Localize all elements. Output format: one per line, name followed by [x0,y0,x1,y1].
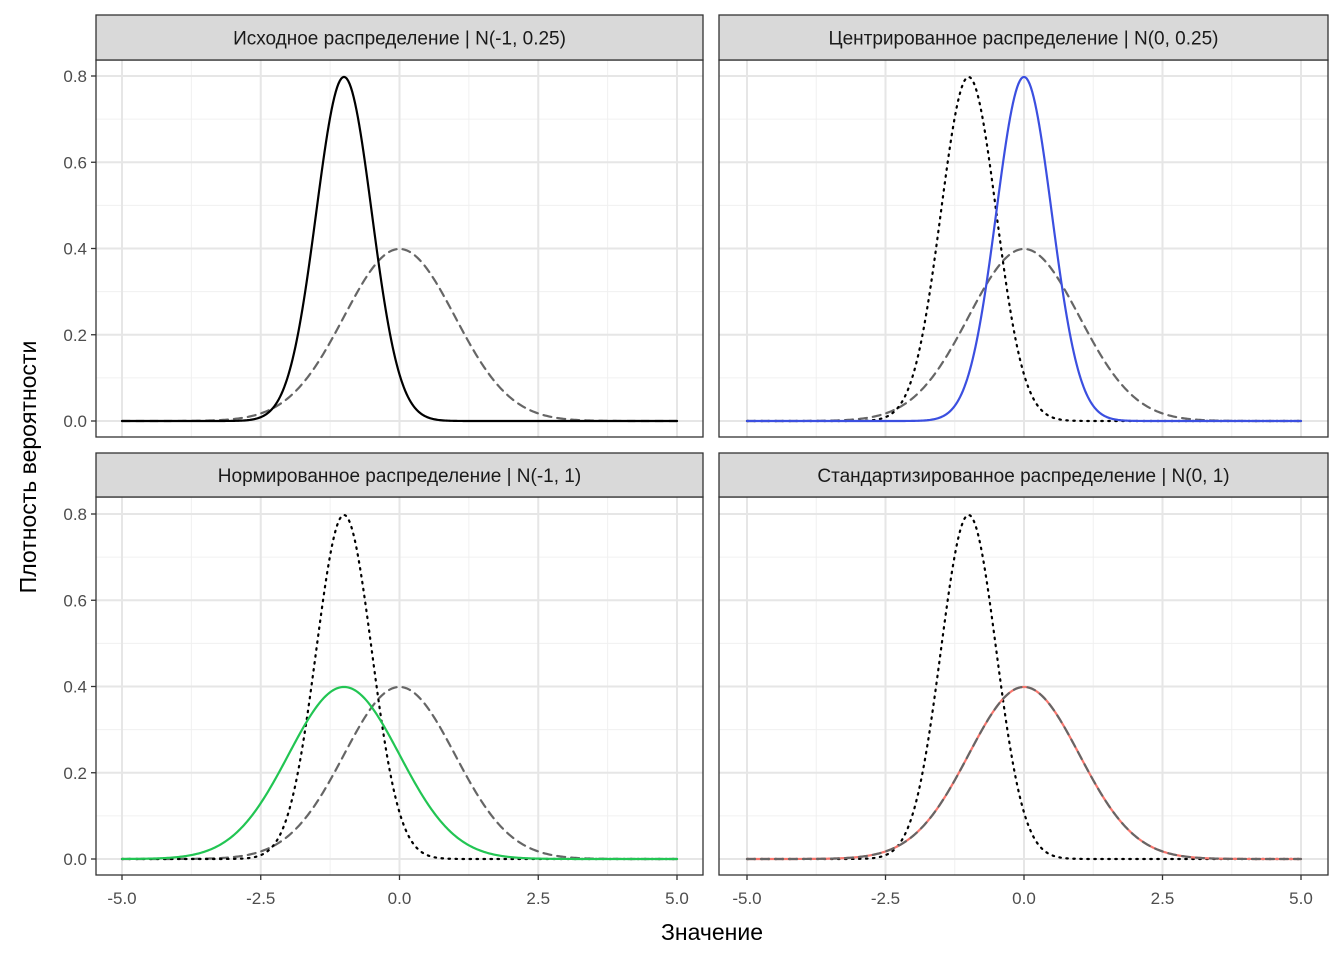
facet-panel: N(0, 1) referenceN(-1, 0.25)Исходное рас… [63,14,704,438]
y-tick-label: 0.6 [63,591,87,610]
facet-panel: N(0, 1) referenceN(-1, 0.25) originalN(-… [63,452,704,908]
x-tick-label: -2.5 [871,889,900,908]
facet-strip-label: Центрированное распределение | N(0, 0.25… [829,29,1219,50]
y-tick-label: 0.0 [63,850,87,869]
y-tick-label: 0.2 [63,764,87,783]
density-curve-dashed: N(0, 1) reference [745,685,1303,861]
facet-strip [718,452,1329,498]
density-curve-dotted: N(-1, 0.25) original [120,513,679,861]
facet-strip-label: Исходное распределение | N(-1, 0.25) [233,29,566,50]
y-axis-title: Плотность вероятности [15,341,41,594]
facet-strip [718,14,1329,61]
x-tick-label: -2.5 [246,889,275,908]
x-tick-label: -5.0 [107,889,136,908]
y-tick-label: 0.8 [63,505,87,524]
y-tick-label: 0.6 [63,153,87,172]
y-tick-label: 0.0 [63,412,87,431]
facet-panel: N(-1, 0.25) originalN(0, 1)N(0, 1) refer… [718,452,1329,908]
y-tick-label: 0.2 [63,326,87,345]
x-tick-label: 5.0 [1289,889,1313,908]
facet-strip-label: Стандартизированное распределение | N(0,… [817,466,1229,487]
density-curve-solid: N(-1, 0.25) [120,75,679,423]
facet-panel: N(0, 1) referenceN(-1, 0.25) originalN(0… [718,14,1329,438]
y-tick-label: 0.4 [63,240,87,259]
y-tick-label: 0.4 [63,678,87,697]
x-tick-label: 2.5 [526,889,550,908]
facet-strip-label: Нормированное распределение | N(-1, 1) [218,466,581,487]
x-tick-label: 5.0 [665,889,689,908]
facet-strip [95,14,704,61]
x-tick-label: 0.0 [388,889,412,908]
x-axis-title: Значение [661,919,763,945]
density-curve-solid: N(0, 0.25) [745,75,1303,423]
facet-strip [95,452,704,498]
x-tick-label: 2.5 [1151,889,1175,908]
x-tick-label: 0.0 [1012,889,1036,908]
x-tick-label: -5.0 [732,889,761,908]
y-tick-label: 0.8 [63,67,87,86]
density-curve-solid: N(-1, 1) [120,685,679,861]
